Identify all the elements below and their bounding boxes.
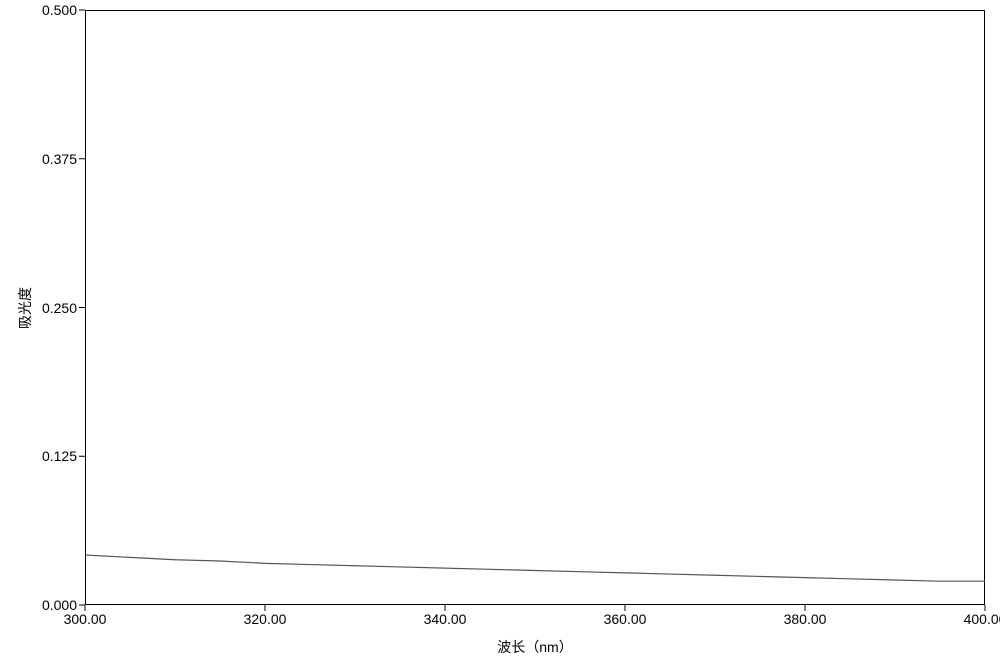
series-line-absorbance bbox=[85, 555, 985, 581]
y-tick-label: 0.250 bbox=[42, 300, 85, 316]
y-axis-title: 吸光度 bbox=[15, 287, 35, 329]
x-tick-label: 300.00 bbox=[64, 605, 107, 627]
x-axis-title: 波长（nm） bbox=[497, 637, 572, 657]
x-tick-label: 320.00 bbox=[244, 605, 287, 627]
y-tick-label: 0.375 bbox=[42, 151, 85, 167]
x-tick-label: 360.00 bbox=[604, 605, 647, 627]
series-line-svg bbox=[85, 10, 985, 605]
x-tick-label: 380.00 bbox=[784, 605, 827, 627]
y-tick-label: 0.500 bbox=[42, 2, 85, 18]
y-tick-label: 0.125 bbox=[42, 448, 85, 464]
plot-area: 0.0000.1250.2500.3750.500 300.00320.0034… bbox=[85, 10, 985, 605]
x-tick-label: 400.00 bbox=[964, 605, 1000, 627]
x-tick-label: 340.00 bbox=[424, 605, 467, 627]
chart-container: 0.0000.1250.2500.3750.500 300.00320.0034… bbox=[0, 0, 1000, 663]
